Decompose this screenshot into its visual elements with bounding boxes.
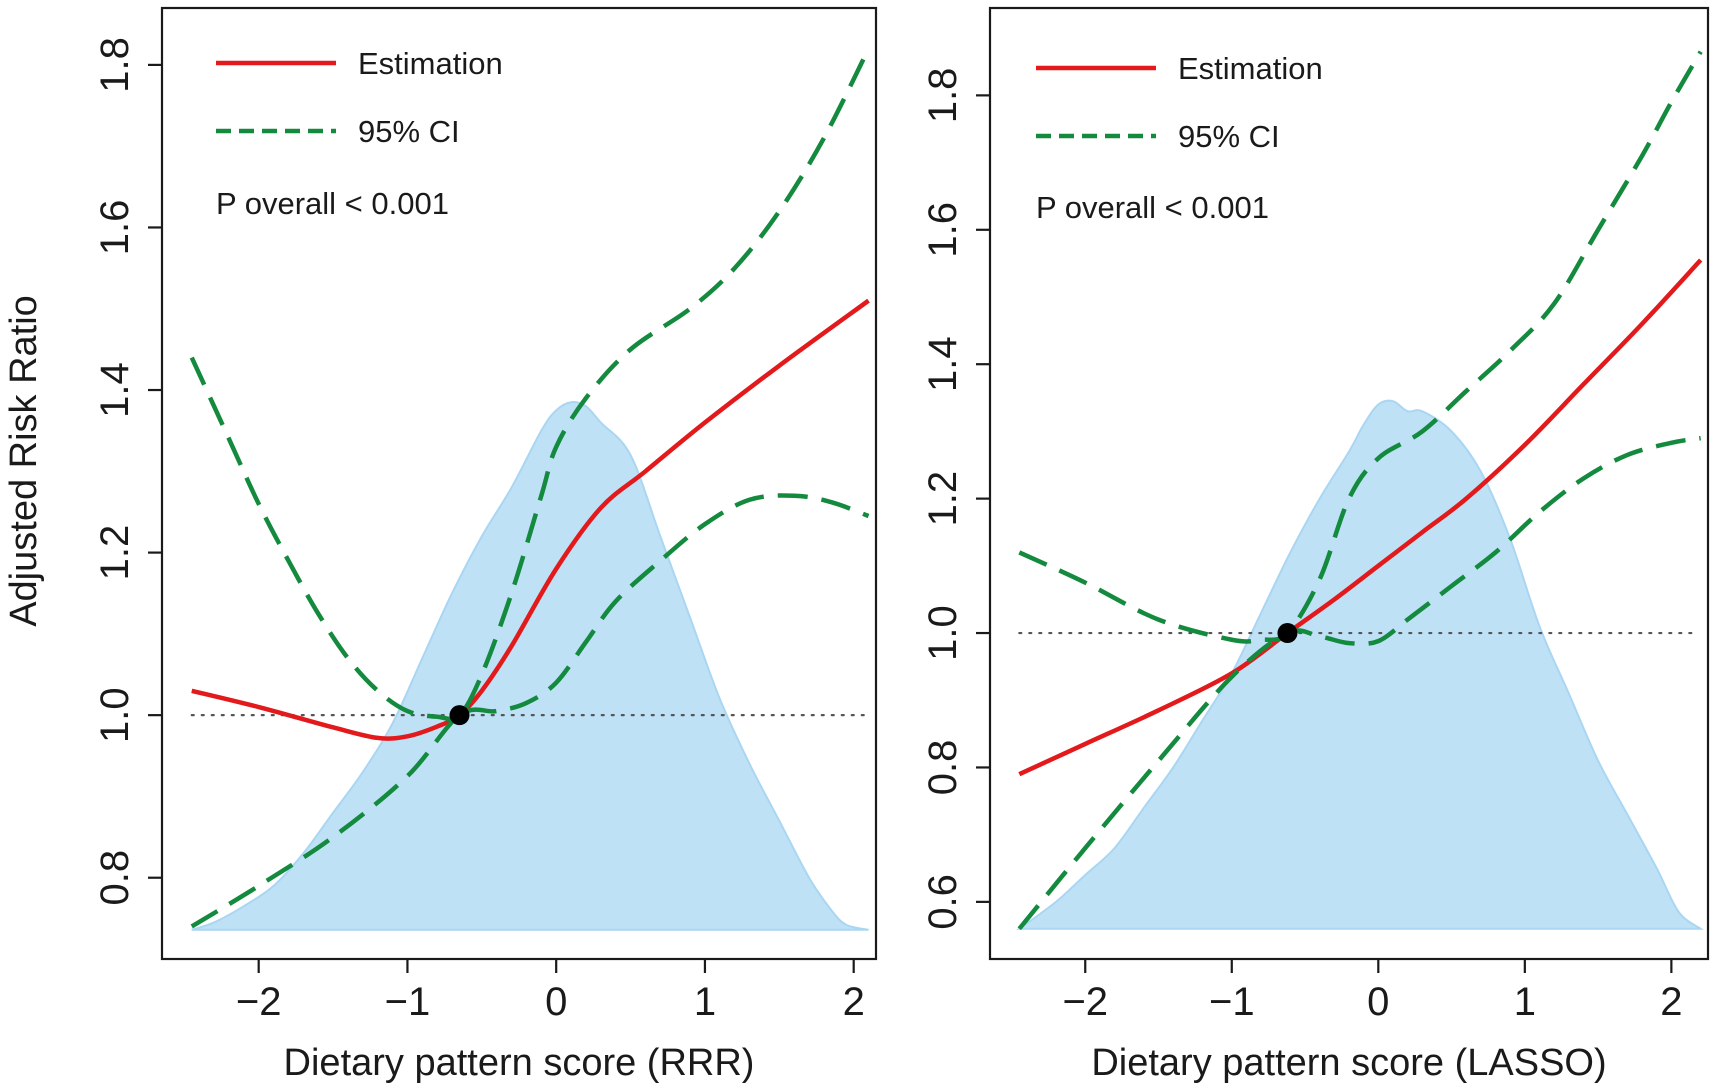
- y-tick-label: 0.6: [921, 874, 965, 930]
- x-tick-label: −1: [1209, 980, 1255, 1024]
- density-area: [1016, 399, 1704, 930]
- x-tick-label: 2: [843, 980, 865, 1024]
- x-tick-label: −1: [385, 980, 431, 1024]
- y-tick-label: 1.8: [93, 37, 137, 93]
- y-tick-label: 1.0: [921, 605, 965, 661]
- reference-point: [1277, 623, 1298, 644]
- y-tick-label: 1.0: [93, 687, 137, 743]
- chart-panel-lasso: −2 −1 0 1 2 0.6 0.8 1.0 1.2 1.4 1.6 1.8 Dietary patt…: [921, 6, 1710, 1084]
- x-tick-label: 0: [1367, 980, 1389, 1024]
- y-tick-label: 1.4: [93, 362, 137, 418]
- legend-label-estimation: Estimation: [1178, 51, 1323, 86]
- y-tick-label: 1.2: [93, 525, 137, 581]
- plot-frame: [160, 6, 878, 961]
- series-line-ci-upper: [1018, 50, 1703, 644]
- reference-point: [449, 705, 470, 726]
- legend-label-ci: 95% CI: [358, 114, 460, 149]
- density-area: [191, 401, 869, 931]
- series-line-ci-lower: [1017, 435, 1702, 931]
- x-tick-label: −2: [236, 980, 282, 1024]
- x-axis-title: Dietary pattern score (LASSO): [1091, 1042, 1606, 1084]
- x-tick-label: 0: [545, 980, 567, 1024]
- series-line-ci-upper: [189, 47, 871, 722]
- y-tick-label: 1.8: [921, 68, 965, 124]
- y-tick-label: 1.6: [921, 202, 965, 258]
- y-tick-label: 1.2: [921, 471, 965, 527]
- y-tick-label: 0.8: [93, 850, 137, 906]
- plot-frame: [988, 6, 1710, 961]
- x-tick-label: 1: [694, 980, 716, 1024]
- x-tick-label: −2: [1062, 980, 1108, 1024]
- x-tick-label: 1: [1514, 980, 1536, 1024]
- x-tick-label: 2: [1660, 980, 1682, 1024]
- x-axis-title: Dietary pattern score (RRR): [284, 1042, 755, 1084]
- y-tick-label: 0.8: [921, 740, 965, 796]
- y-axis-title: Adjusted Risk Ratio: [3, 295, 45, 627]
- legend-label-estimation: Estimation: [358, 46, 503, 81]
- series-line-ci-lower: [190, 493, 870, 929]
- y-tick-label: 1.6: [93, 200, 137, 256]
- legend-label-ci: 95% CI: [1178, 119, 1280, 154]
- series-line-estimation: [1018, 258, 1703, 777]
- p-value-annotation: P overall < 0.001: [1036, 190, 1269, 225]
- series-line-estimation: [191, 298, 870, 741]
- p-value-annotation: P overall < 0.001: [216, 186, 449, 221]
- chart-panel-rrr: −2 −1 0 1 2 0.8 1.0 1.2 1.4 1.6 1.8 Dietary pattern…: [93, 6, 878, 1084]
- y-tick-label: 1.4: [921, 336, 965, 392]
